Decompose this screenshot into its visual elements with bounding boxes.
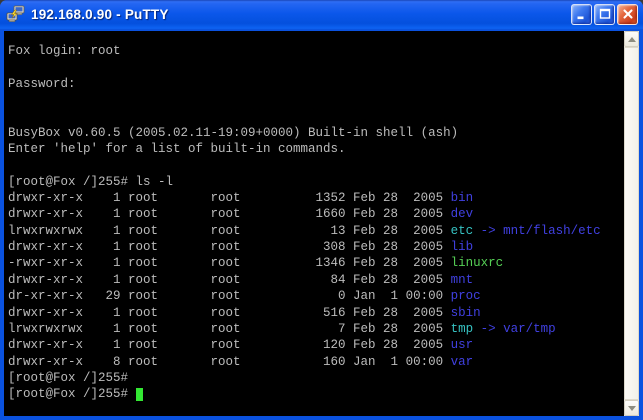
scrollbar-thumb[interactable] — [624, 47, 639, 400]
terminal-text-segment: drwxr-xr-x 8 root root 160 Jan 1 00:00 — [8, 354, 451, 369]
putty-app-icon[interactable] — [5, 3, 27, 25]
terminal-text-segment: -> mnt/flash/etc — [473, 223, 601, 238]
terminal-line — [8, 157, 624, 173]
terminal-text-segment: tmp — [450, 321, 474, 336]
terminal-text-segment: drwxr-xr-x 1 root root 1352 Feb 28 2005 — [8, 191, 451, 206]
putty-two-terminals-icon — [6, 5, 25, 22]
maximize-icon — [599, 8, 610, 19]
terminal-text-segment: mnt — [450, 272, 474, 287]
terminal-text-segment: lib — [450, 240, 474, 255]
close-button[interactable] — [617, 3, 638, 25]
terminal-line: BusyBox v0.60.5 (2005.02.11-19:09+0000) … — [8, 125, 624, 141]
terminal-line: Password: — [8, 76, 624, 92]
scrollbar[interactable] — [624, 31, 639, 416]
scroll-down-button[interactable] — [624, 400, 639, 416]
terminal-text-segment: dev — [450, 207, 474, 222]
terminal-line: [root@Fox /]255# — [8, 386, 624, 402]
window-title: 192.168.0.90 - PuTTY — [31, 6, 169, 22]
minimize-button[interactable] — [571, 3, 592, 25]
terminal-line: [root@Fox /]255# ls -l — [8, 174, 624, 190]
terminal-line: lrwxrwxrwx 1 root root 7 Feb 28 2005 tmp… — [8, 321, 624, 337]
terminal-line: drwxr-xr-x 1 root root 516 Feb 28 2005 s… — [8, 305, 624, 321]
terminal-text-segment: drwxr-xr-x 1 root root 516 Feb 28 2005 — [8, 305, 451, 320]
terminal-text-segment: bin — [450, 191, 474, 206]
terminal-cursor — [135, 388, 144, 402]
terminal-line: dr-xr-xr-x 29 root root 0 Jan 1 00:00 pr… — [8, 288, 624, 304]
terminal-line: drwxr-xr-x 8 root root 160 Jan 1 00:00 v… — [8, 354, 624, 370]
terminal-text-segment: proc — [450, 289, 481, 304]
terminal-text-segment: linuxrc — [450, 256, 504, 271]
terminal-output[interactable]: Fox login: root Password: BusyBox v0.60.5 … — [8, 31, 624, 416]
terminal-text-segment: sbin — [450, 305, 481, 320]
window-client-area: Fox login: root Password: BusyBox v0.60.5 … — [0, 30, 643, 420]
terminal-text-segment: drwxr-xr-x 1 root root 308 Feb 28 2005 — [8, 240, 451, 255]
terminal-text-segment: etc — [450, 223, 474, 238]
terminal-text-segment: drwxr-xr-x 1 root root 120 Feb 28 2005 — [8, 338, 451, 353]
terminal-text-segment: Password: — [8, 76, 76, 91]
terminal-text-segment: [root@Fox /]255# — [8, 387, 136, 402]
terminal-text-segment: drwxr-xr-x 1 root root 84 Feb 28 2005 — [8, 272, 451, 287]
terminal-line: Fox login: root — [8, 43, 624, 59]
arrow-down-icon — [627, 405, 636, 411]
title-bar[interactable]: 192.168.0.90 - PuTTY — [0, 0, 643, 30]
terminal-line: drwxr-xr-x 1 root root 1352 Feb 28 2005 … — [8, 190, 624, 206]
close-icon — [622, 9, 633, 19]
terminal-screen[interactable]: Fox login: root Password: BusyBox v0.60.5 … — [4, 31, 639, 416]
terminal-text-segment: [root@Fox /]255# ls -l — [8, 174, 174, 189]
arrow-up-icon — [627, 36, 636, 42]
terminal-text-segment: -> var/tmp — [473, 321, 556, 336]
terminal-line: lrwxrwxrwx 1 root root 13 Feb 28 2005 et… — [8, 223, 624, 239]
maximize-button[interactable] — [594, 3, 615, 25]
terminal-line: -rwxr-xr-x 1 root root 1346 Feb 28 2005 … — [8, 255, 624, 271]
minimize-icon — [577, 16, 584, 19]
terminal-text-segment: var — [450, 354, 474, 369]
scroll-up-button[interactable] — [624, 31, 639, 47]
terminal-line: drwxr-xr-x 1 root root 84 Feb 28 2005 mn… — [8, 272, 624, 288]
terminal-text-segment: lrwxrwxrwx 1 root root 13 Feb 28 2005 — [8, 223, 451, 238]
terminal-line — [8, 108, 624, 124]
terminal-line: drwxr-xr-x 1 root root 1660 Feb 28 2005 … — [8, 206, 624, 222]
terminal-text-segment: [root@Fox /]255# — [8, 370, 129, 385]
terminal-line: Enter 'help' for a list of built-in comm… — [8, 141, 624, 157]
terminal-text-segment: Fox login: root — [8, 44, 121, 58]
terminal-line — [8, 59, 624, 75]
terminal-text-segment: BusyBox v0.60.5 (2005.02.11-19:09+0000) … — [8, 125, 459, 140]
terminal-text-segment: usr — [450, 338, 474, 353]
window-controls — [571, 3, 638, 25]
terminal-line: drwxr-xr-x 1 root root 308 Feb 28 2005 l… — [8, 239, 624, 255]
terminal-text-segment: lrwxrwxrwx 1 root root 7 Feb 28 2005 — [8, 321, 451, 336]
terminal-text-segment: dr-xr-xr-x 29 root root 0 Jan 1 00:00 — [8, 289, 451, 304]
terminal-text-segment: drwxr-xr-x 1 root root 1660 Feb 28 2005 — [8, 207, 451, 222]
terminal-line — [8, 92, 624, 108]
terminal-text-segment: Enter 'help' for a list of built-in comm… — [8, 142, 346, 157]
terminal-line: drwxr-xr-x 1 root root 120 Feb 28 2005 u… — [8, 337, 624, 353]
terminal-text-segment: -rwxr-xr-x 1 root root 1346 Feb 28 2005 — [8, 256, 451, 271]
terminal-line: [root@Fox /]255# — [8, 370, 624, 386]
scrollbar-track[interactable] — [624, 47, 639, 400]
